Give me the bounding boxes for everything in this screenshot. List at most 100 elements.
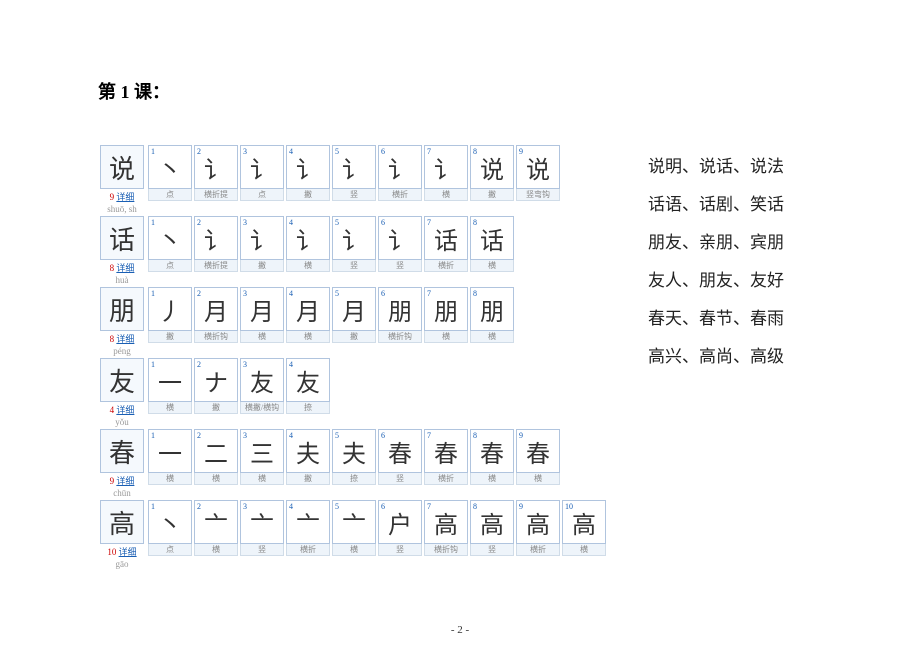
stroke-box: 3三 [240,429,284,473]
stroke-cell: 1丶点 [148,500,192,569]
character-row: 友4 详细yǒu1一横2ナ撇3友横撇/横钩4友捺 [98,358,628,427]
stroke-glyph: 高 [526,505,550,540]
stroke-cell: 2ナ撇 [194,358,238,427]
stroke-glyph: 友 [250,363,274,398]
stroke-cell: 3讠撇 [240,216,284,285]
stroke-cell: 6朋横折钩 [378,287,422,356]
detail-link[interactable]: 详细 [119,547,137,557]
character-glyph: 友 [100,358,144,402]
stroke-cell: 9高横折 [516,500,560,569]
stroke-number: 4 [289,147,293,156]
stroke-box: 8朋 [470,287,514,331]
stroke-name: 横 [148,473,192,485]
stroke-glyph: 丶 [158,221,182,256]
stroke-number: 6 [381,289,385,298]
stroke-box: 7高 [424,500,468,544]
stroke-cell: 5讠竖 [332,145,376,214]
stroke-box: 3讠 [240,216,284,260]
stroke-cell: 2讠横折提 [194,216,238,285]
stroke-box: 2月 [194,287,238,331]
stroke-name: 横 [470,331,514,343]
stroke-cell: 6春竖 [378,429,422,498]
stroke-name: 点 [148,260,192,272]
stroke-name: 撇 [148,331,192,343]
stroke-name: 点 [148,544,192,556]
stroke-glyph: 朋 [388,292,412,327]
lesson-title: 第 1 课： [98,78,170,104]
stroke-box: 5亠 [332,500,376,544]
detail-link[interactable]: 详细 [116,405,134,415]
stroke-box: 4友 [286,358,330,402]
stroke-name: 撇 [332,331,376,343]
stroke-number: 8 [473,289,477,298]
stroke-box: 4月 [286,287,330,331]
stroke-box: 7话 [424,216,468,260]
stroke-number: 2 [197,360,201,369]
character-meta: 8 详细 [110,261,135,274]
stroke-box: 4亠 [286,500,330,544]
character-glyph: 高 [100,500,144,544]
stroke-glyph: 话 [434,221,458,256]
character-header: 朋8 详细péng [98,287,146,356]
stroke-box: 1丶 [148,216,192,260]
stroke-cell: 5夫捺 [332,429,376,498]
stroke-box: 6朋 [378,287,422,331]
stroke-box: 1一 [148,358,192,402]
stroke-box: 8高 [470,500,514,544]
stroke-name: 横折提 [194,260,238,272]
stroke-cell: 3月横 [240,287,284,356]
stroke-name: 竖 [332,260,376,272]
stroke-glyph: 讠 [204,150,228,185]
stroke-cell: 4讠撇 [286,145,330,214]
stroke-glyph: 友 [296,363,320,398]
stroke-name: 竖 [378,544,422,556]
stroke-number: 7 [427,289,431,298]
stroke-glyph: 高 [572,505,596,540]
stroke-number: 2 [197,218,201,227]
stroke-cell: 4亠横折 [286,500,330,569]
stroke-number: 4 [289,431,293,440]
detail-link[interactable]: 详细 [116,192,134,202]
stroke-glyph: 夫 [296,434,320,469]
stroke-glyph: 说 [480,150,504,185]
stroke-number: 7 [427,431,431,440]
vocabulary-list: 说明、说话、说法话语、话剧、笑话朋友、亲朋、宾朋友人、朋友、友好春天、春节、春雨… [648,148,784,376]
detail-link[interactable]: 详细 [116,476,134,486]
stroke-box: 2ナ [194,358,238,402]
stroke-glyph: 一 [158,434,182,469]
stroke-name: 横折钩 [378,331,422,343]
stroke-glyph: 春 [526,434,550,469]
content-area: 说9 详细shuō, sh1丶点2讠横折提3讠点4讠撇5讠竖6讠横折7讠横8说撇… [98,145,628,571]
stroke-box: 9说 [516,145,560,189]
page-number: - 2 - [0,624,920,636]
stroke-box: 6讠 [378,145,422,189]
stroke-name: 横 [424,331,468,343]
stroke-name: 横 [562,544,606,556]
character-glyph: 说 [100,145,144,189]
stroke-number: 6 [381,431,385,440]
stroke-cell: 1一横 [148,429,192,498]
stroke-cell: 3三横 [240,429,284,498]
detail-link[interactable]: 详细 [116,334,134,344]
stroke-box: 8春 [470,429,514,473]
stroke-number: 2 [197,431,201,440]
stroke-number: 7 [427,502,431,511]
stroke-number: 3 [243,289,247,298]
stroke-name: 撇 [286,473,330,485]
detail-link[interactable]: 详细 [116,263,134,273]
stroke-cell: 10高横 [562,500,606,569]
stroke-cell: 1丶点 [148,216,192,285]
stroke-box: 5讠 [332,145,376,189]
stroke-glyph: 说 [526,150,550,185]
vocab-line: 话语、话剧、笑话 [648,186,784,224]
stroke-box: 2二 [194,429,238,473]
stroke-box: 8说 [470,145,514,189]
character-header: 春9 详细chūn [98,429,146,498]
stroke-cell: 5月撇 [332,287,376,356]
stroke-name: 横 [194,473,238,485]
stroke-number: 5 [335,502,339,511]
stroke-box: 5夫 [332,429,376,473]
character-row: 春9 详细chūn1一横2二横3三横4夫撇5夫捺6春竖7春横折8春横9春横 [98,429,628,498]
character-glyph: 话 [100,216,144,260]
stroke-name: 横 [148,402,192,414]
